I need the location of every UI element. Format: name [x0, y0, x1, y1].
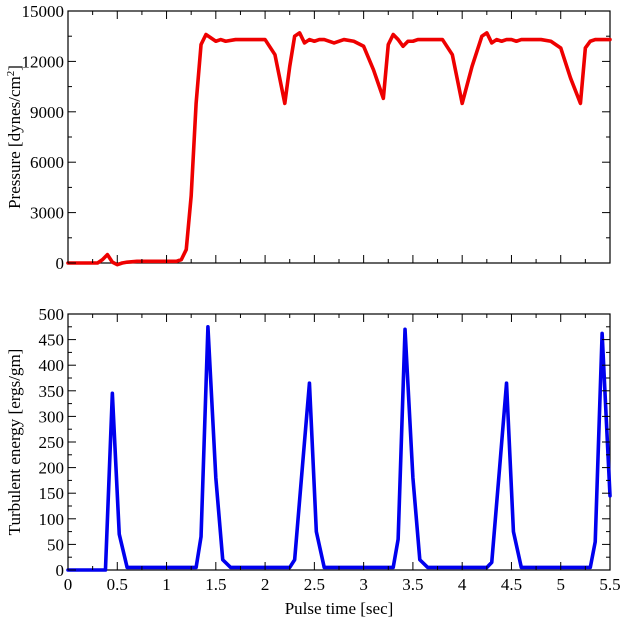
turbulent-energy-x-tick-label: 4	[458, 575, 467, 594]
turbulent-energy-x-tick-label: 2.5	[304, 575, 325, 594]
turbulent-energy-x-tick-label: 5.5	[599, 575, 620, 594]
pressure-y-tick-label: 0	[56, 254, 65, 273]
pressure-y-tick-label: 6000	[30, 153, 64, 172]
turbulent-energy-x-tick-label: 3.5	[402, 575, 423, 594]
turbulent-energy-y-tick-label: 250	[39, 433, 65, 452]
turbulent-energy-panel: 0 50 100 150 200 250 300 350 400 450 500 0 0.5 1 1.5 2 2…	[5, 305, 621, 618]
turbulent-energy-y-tick-label: 400	[39, 356, 65, 375]
pressure-series-group	[66, 31, 612, 267]
x-axis-title: Pulse time [sec]	[285, 599, 394, 618]
turbulent-energy-y-tick-label: 300	[39, 407, 65, 426]
turbulent-energy-plot-frame	[67, 313, 611, 571]
turbulent-energy-x-tick-label: 1.5	[205, 575, 226, 594]
turbulent-energy-x-tick-label: 2	[261, 575, 270, 594]
turbulent-energy-x-tick-label: 1	[162, 575, 171, 594]
pressure-panel: 0 3000 6000 9000 12000 15000 Pressure [dynes/…	[5, 2, 612, 273]
turbulent-energy-y-tick-label: 500	[39, 305, 65, 324]
turbulent-energy-axis-ticks: 0 50 100 150 200 250 300 350 400 450 500 0 0.5 1 1.5 2 2…	[39, 305, 621, 594]
pressure-series-line	[66, 31, 612, 267]
turbulent-energy-y-tick-label: 100	[39, 510, 65, 529]
turbulent-energy-x-tick-label: 3	[359, 575, 368, 594]
turbulent-energy-y-tick-label: 200	[39, 459, 65, 478]
turbulent-energy-y-tick-label: 50	[47, 535, 64, 554]
pressure-y-tick-label: 12000	[22, 52, 65, 71]
turbulent-energy-y-tick-label: 450	[39, 331, 65, 350]
pressure-y-axis-title-superscript: 2	[5, 71, 17, 77]
turbulent-energy-x-tick-label: 0.5	[107, 575, 128, 594]
turbulent-energy-y-tick-label: 350	[39, 382, 65, 401]
turbulent-energy-y-tick-label: 150	[39, 484, 65, 503]
turbulent-energy-x-tick-label: 0	[64, 575, 73, 594]
pressure-y-tick-label: 9000	[30, 103, 64, 122]
turbulent-energy-y-tick-label: 0	[56, 561, 65, 580]
pressure-plot-frame	[67, 10, 611, 264]
pressure-y-axis-title: Pressure [dynes/cm2]	[5, 65, 24, 209]
turbulent-energy-x-tick-label: 5	[556, 575, 565, 594]
pressure-axis-ticks: 0 3000 6000 9000 12000 15000	[22, 2, 611, 273]
pressure-y-tick-label: 3000	[30, 204, 64, 223]
turbulent-energy-series-line	[66, 324, 612, 572]
turbulent-energy-x-tick-label: 4.5	[501, 575, 522, 594]
pressure-y-tick-label: 15000	[22, 2, 65, 21]
turbulent-energy-y-axis-title: Turbulent energy [ergs/gm]	[5, 349, 24, 536]
turbulent-energy-series-group	[66, 324, 612, 572]
